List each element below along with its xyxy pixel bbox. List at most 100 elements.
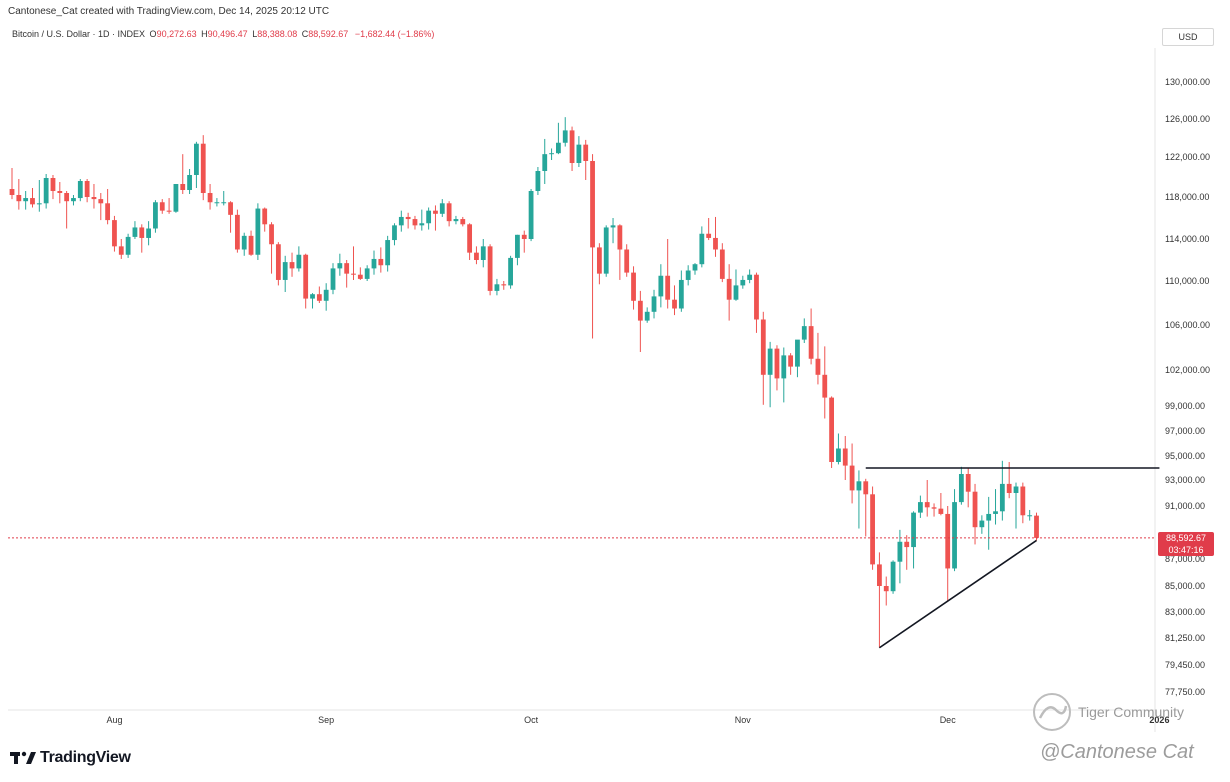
candle-body [248, 235, 254, 255]
candle-body [255, 208, 261, 255]
candle-body [528, 191, 534, 239]
candle [289, 252, 295, 277]
candle-body [412, 219, 418, 226]
currency-selector[interactable]: USD [1162, 28, 1214, 46]
ohlc-legend: Bitcoin / U.S. Dollar · 1D · INDEX O90,2… [12, 29, 434, 39]
candle-body [1027, 515, 1033, 517]
candle-body [9, 189, 15, 195]
legend-close-value: 88,592.67 [308, 29, 349, 39]
candle [849, 443, 855, 504]
candle-body [296, 254, 302, 269]
candle [200, 135, 206, 201]
candle-body [269, 224, 274, 245]
candle [378, 247, 384, 273]
brand-name: TradingView [40, 749, 131, 766]
candle [624, 244, 630, 277]
legend-open-value: 90,272.63 [156, 29, 197, 39]
candle-body [795, 339, 800, 367]
price-tick-label: 87,000.00 [1165, 554, 1205, 564]
candle [460, 216, 466, 227]
candle [139, 224, 145, 253]
candle-body [767, 348, 773, 375]
candle-body [849, 465, 855, 491]
candle [474, 246, 479, 265]
time-tick-label: Aug [106, 715, 122, 725]
candle-body [132, 227, 138, 237]
candle-body [958, 474, 964, 503]
legend-high-value: 90,496.47 [207, 29, 248, 39]
candle-body [357, 274, 363, 279]
candle-body [71, 198, 76, 202]
last-price-tag: 88,592.67 03:47:16 [1158, 532, 1214, 556]
candle-body [351, 273, 356, 275]
legend-low-label: L [252, 29, 258, 39]
candle [808, 308, 814, 365]
candle-body [678, 279, 684, 309]
tradingview-brand[interactable]: TradingView [10, 746, 131, 770]
candle [829, 396, 834, 468]
candle-body [542, 154, 548, 171]
candle [945, 506, 951, 602]
candle [282, 255, 288, 292]
candle [795, 339, 800, 378]
candle [173, 184, 179, 213]
candle-body [30, 198, 35, 205]
candle [556, 122, 561, 155]
candle [501, 281, 507, 290]
candle [480, 239, 486, 268]
chart-header: Cantonese_Cat created with TradingView.c… [8, 6, 329, 17]
candle-body [159, 202, 165, 211]
candle [371, 250, 377, 275]
candle [562, 117, 568, 147]
candle [344, 260, 350, 288]
candle-body [385, 240, 391, 266]
candle-body [658, 275, 664, 297]
candle [719, 243, 725, 283]
candle-body [153, 202, 158, 229]
price-tick-label: 77,750.00 [1165, 687, 1205, 697]
candle [1020, 482, 1026, 524]
candle [569, 126, 575, 171]
candle-body [781, 355, 787, 379]
author-credit: @Cantonese Cat [1040, 741, 1194, 763]
candle-body [870, 494, 875, 565]
candle [221, 191, 227, 206]
candle [931, 503, 937, 517]
candle-body [596, 247, 602, 274]
candle [269, 222, 274, 274]
candle-body [166, 210, 172, 212]
candle-body [310, 294, 315, 299]
candle-body [64, 193, 70, 202]
candle [1027, 509, 1033, 521]
candle-body [815, 358, 821, 375]
candle-body [583, 144, 589, 161]
candle-body [952, 502, 957, 569]
candle-body [316, 294, 322, 301]
watermark-text: Tiger Community [1078, 704, 1185, 720]
candle-body [972, 491, 978, 528]
price-tick-label: 99,000.00 [1165, 401, 1205, 411]
candle-body [330, 268, 336, 290]
candle [351, 246, 356, 280]
candle [972, 483, 978, 545]
candle-body [405, 216, 411, 220]
rising-support-line[interactable] [878, 539, 1037, 649]
candle [767, 341, 773, 408]
candle [993, 489, 998, 525]
price-tick-label: 93,000.00 [1165, 475, 1205, 485]
candle [1013, 482, 1019, 529]
candle-body [446, 203, 452, 222]
price-tick-label: 118,000.00 [1165, 192, 1209, 202]
time-tick-label: Dec [940, 715, 957, 725]
candle-body [474, 252, 479, 260]
candle [357, 267, 363, 280]
candle-body [439, 203, 445, 214]
candle [528, 189, 534, 242]
price-tick-label: 122,000.00 [1165, 152, 1210, 162]
legend-change: −1,682.44 (−1.86%) [354, 29, 435, 39]
candle [508, 255, 513, 289]
candle [43, 174, 49, 209]
candle-body [665, 275, 671, 300]
candle [754, 272, 759, 333]
